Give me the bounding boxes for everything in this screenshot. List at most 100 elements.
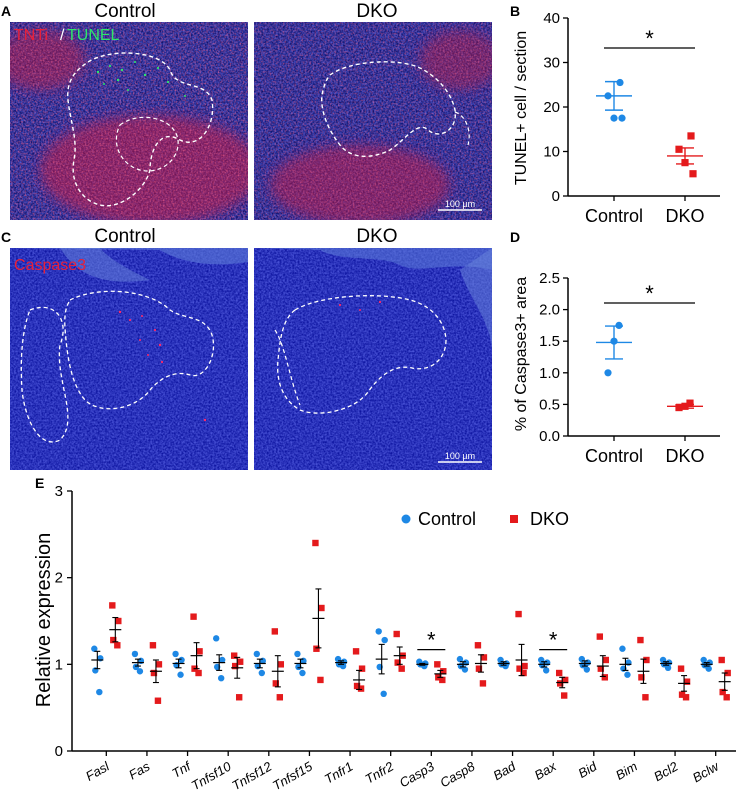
panel-letter-c: C <box>1 229 11 245</box>
data-point <box>542 667 550 674</box>
y-tick-label: 0 <box>55 743 63 760</box>
data-point <box>686 399 694 407</box>
data-point <box>439 676 446 684</box>
data-point <box>172 650 179 658</box>
legend-control-label: Control <box>418 509 476 529</box>
data-point <box>683 678 691 685</box>
y-tick-label: 30 <box>543 55 560 72</box>
data-point <box>705 665 712 672</box>
x-tick-label: Bim <box>613 759 640 783</box>
micrograph-a-control: TNTi / TUNEL <box>10 22 248 220</box>
data-point <box>700 656 707 664</box>
panel-a-left-title: Control <box>94 1 155 22</box>
y-tick-label: 1.0 <box>539 365 560 382</box>
data-point <box>375 628 382 635</box>
data-point <box>475 665 483 672</box>
stain-label-tunel: TUNEL <box>67 27 120 44</box>
y-tick-label: 2.0 <box>539 302 560 319</box>
data-point <box>560 692 568 699</box>
data-point <box>642 694 649 701</box>
chart-e-legend: Control DKO <box>401 509 569 529</box>
data-point <box>616 78 624 87</box>
data-point <box>398 665 405 672</box>
data-point <box>177 671 184 678</box>
data-point <box>583 666 591 673</box>
chart-d: D % of Caspase3+ area 0.0 0.5 1.0 1.5 2.0 2.5… <box>510 229 720 466</box>
panel-letter-b: B <box>510 3 520 19</box>
data-point <box>643 656 650 664</box>
data-point <box>434 661 441 668</box>
y-tick-label: 1.5 <box>539 333 560 350</box>
data-point <box>618 114 626 122</box>
chart-b: B TUNEL+ cell / section 0 10 20 30 40 Control… <box>510 3 720 226</box>
data-point <box>601 674 609 681</box>
panel-c-left-title: Control <box>94 226 155 247</box>
x-tick-label: Control <box>585 446 643 466</box>
data-point <box>149 642 157 649</box>
chart-d-ylabel: % of Caspase3+ area <box>513 277 530 431</box>
stain-label-tnti: TNTi <box>14 27 48 44</box>
data-point <box>136 668 144 675</box>
data-point <box>155 661 163 668</box>
data-point <box>178 656 185 664</box>
legend-dko-marker <box>510 515 518 523</box>
significance-star: * <box>645 26 654 51</box>
panel-c: C Control DKO Caspase3 <box>1 226 492 470</box>
data-point <box>114 642 121 649</box>
data-point <box>313 645 320 652</box>
data-point <box>109 602 116 609</box>
data-point <box>276 694 284 701</box>
significance-star: * <box>645 281 654 306</box>
data-point <box>610 114 618 122</box>
data-point <box>352 648 360 655</box>
x-tick-label: Tnfr1 <box>322 759 356 787</box>
data-point <box>555 669 563 677</box>
data-point <box>96 688 103 696</box>
data-point <box>638 674 645 681</box>
data-point <box>190 613 197 620</box>
data-point <box>637 636 644 644</box>
data-point <box>665 659 673 666</box>
data-point <box>619 645 626 652</box>
data-point <box>664 664 672 671</box>
data-point <box>312 539 319 547</box>
data-point <box>353 682 361 690</box>
data-point <box>479 680 487 687</box>
data-point <box>689 170 697 178</box>
data-point <box>440 668 447 675</box>
data-point <box>235 694 243 701</box>
data-point <box>317 676 324 684</box>
x-tick-label: Bclw <box>690 758 723 786</box>
y-tick-label: 20 <box>543 99 560 116</box>
data-point <box>195 669 202 677</box>
data-point <box>217 675 225 682</box>
x-tick-label: Casp3 <box>397 758 438 790</box>
data-point <box>212 635 220 642</box>
x-tick-label: Tnfsf10 <box>189 758 235 793</box>
legend-control-marker <box>401 514 411 524</box>
y-tick-label: 10 <box>543 144 560 161</box>
data-point <box>131 650 139 658</box>
data-point <box>516 665 523 672</box>
data-point <box>474 642 482 649</box>
data-point <box>271 628 279 635</box>
data-point <box>318 604 325 612</box>
x-tick-label: Bad <box>491 758 519 783</box>
data-point <box>230 652 238 659</box>
panel-c-right-title: DKO <box>356 226 397 247</box>
data-point <box>678 691 686 698</box>
y-tick-label: 3 <box>55 483 63 500</box>
data-point <box>258 669 266 677</box>
micrograph-a-dko: 100 µm <box>254 22 492 220</box>
y-tick-label: 2.5 <box>539 270 560 287</box>
chart-e-ylabel: Relative expression <box>33 533 55 708</box>
data-point <box>723 694 730 701</box>
data-point <box>91 645 98 652</box>
stain-label-separator: / <box>60 27 65 44</box>
data-point <box>675 145 683 153</box>
data-point <box>110 636 117 644</box>
x-tick-label: Tnf <box>169 758 194 781</box>
data-point <box>218 656 226 664</box>
scale-bar-label-a: 100 µm <box>445 199 475 209</box>
data-point <box>393 630 400 638</box>
